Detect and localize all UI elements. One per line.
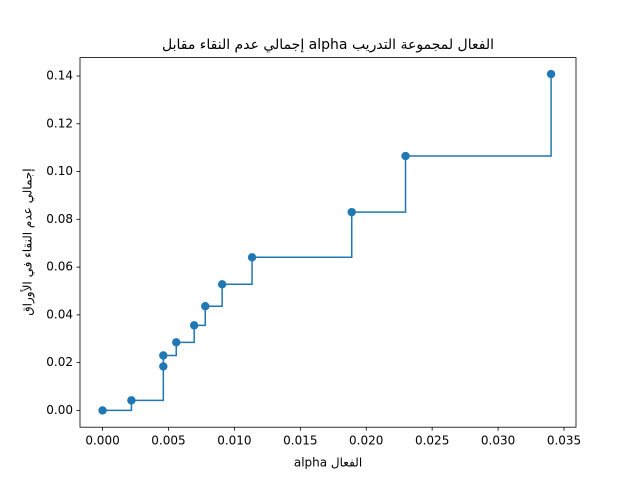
- step-segment: [351, 156, 407, 213]
- x-tick-label: 0.035: [547, 434, 581, 448]
- step-segment: [405, 74, 552, 157]
- y-tick-label: 0.08: [46, 212, 73, 226]
- step-segment: [163, 342, 177, 357]
- point: [98, 406, 107, 415]
- x-axis-label: alpha الفعال: [294, 456, 362, 470]
- x-tick-label: 0.020: [349, 434, 383, 448]
- chart-title: إجمالي عدم النقاء مقابل alpha الفعال لمج…: [162, 37, 494, 53]
- y-tick-label: 0.14: [46, 68, 73, 82]
- x-tick-label: 0.025: [415, 434, 449, 448]
- x-tick-label: 0.010: [217, 434, 251, 448]
- step-segment: [131, 366, 165, 402]
- y-axis-label: إجمالي عدم النقاء في الأوراق: [20, 168, 36, 315]
- point: [189, 321, 199, 330]
- step-segment: [205, 284, 223, 308]
- y-tick-label: 0.10: [46, 164, 73, 178]
- point: [159, 362, 168, 371]
- step-segment: [176, 325, 195, 344]
- x-tick-label: 0.030: [481, 434, 515, 448]
- x-tick-label: 0.005: [151, 434, 185, 448]
- point: [172, 338, 181, 347]
- x-tick-label: 0.015: [283, 434, 317, 448]
- y-tick-label: 0.12: [46, 116, 73, 130]
- y-tick-label: 0.04: [46, 307, 73, 321]
- y-tick-label: 0.06: [46, 260, 73, 274]
- step-segment: [102, 400, 133, 412]
- point: [127, 396, 136, 405]
- y-tick-label: 0.00: [46, 403, 73, 417]
- point: [217, 280, 227, 289]
- plot-frame: [79, 57, 577, 428]
- x-tick-label: 0.000: [85, 434, 119, 448]
- step-segment: [222, 257, 253, 286]
- point: [201, 302, 210, 311]
- point: [546, 69, 556, 79]
- point: [159, 351, 168, 360]
- step-segment: [252, 212, 353, 259]
- y-tick-label: 0.02: [46, 355, 73, 369]
- point: [347, 207, 356, 217]
- point: [247, 253, 257, 262]
- point: [401, 151, 410, 161]
